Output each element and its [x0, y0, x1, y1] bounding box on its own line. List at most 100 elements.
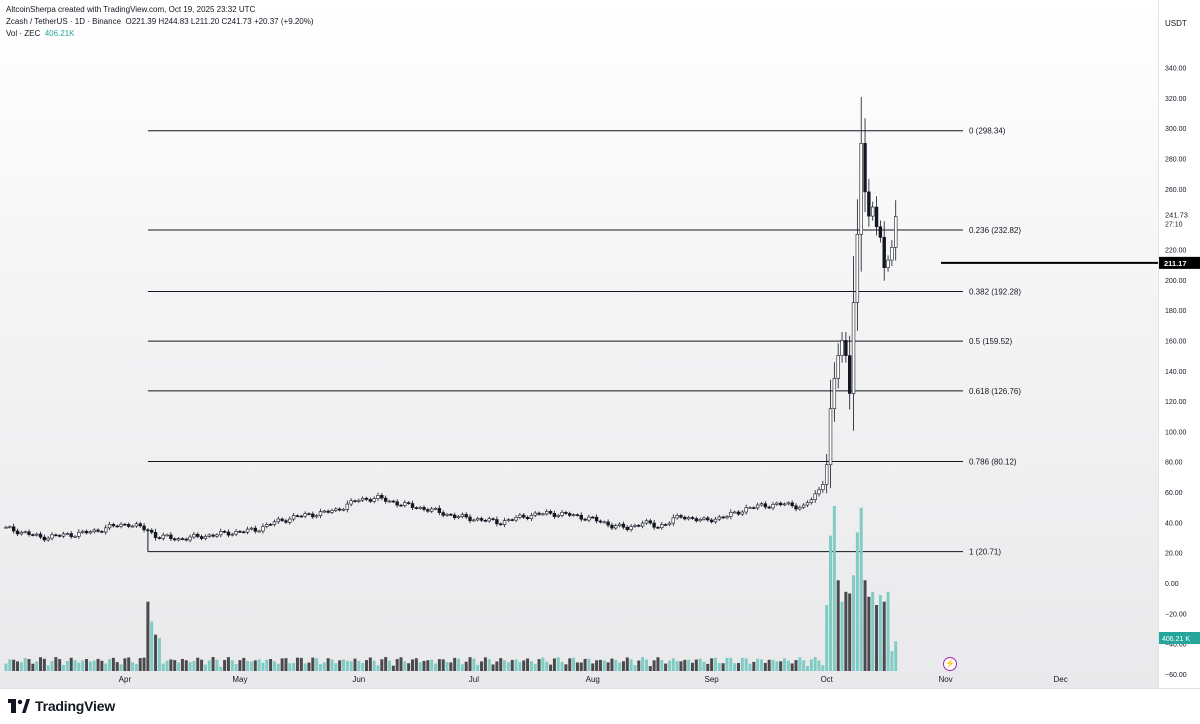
candle-up	[403, 502, 407, 506]
candle-up	[215, 534, 219, 537]
candle-up	[203, 536, 208, 539]
volume-bar	[111, 657, 115, 671]
volume-bar	[69, 657, 73, 671]
candle-up	[276, 518, 280, 523]
volume-bar	[595, 660, 599, 671]
price-tick: −40.00	[1165, 642, 1187, 649]
fib-label-3: 0.5 (159.52)	[969, 337, 1012, 346]
volume-bar	[134, 663, 138, 671]
candle-up	[775, 502, 779, 505]
candle-up	[219, 530, 223, 536]
candle-down	[844, 340, 848, 356]
candle-up	[165, 534, 169, 537]
volume-bar	[614, 659, 618, 671]
volume-bar	[445, 661, 449, 671]
candle-down	[115, 525, 119, 528]
price-tick: 280.00	[1165, 157, 1187, 164]
candle-up	[261, 526, 265, 532]
candle-up	[759, 503, 764, 506]
volume-bar	[779, 661, 783, 671]
candle-up	[334, 508, 338, 511]
symbol-label[interactable]: Zcash / TetherUS · 1D · Binance	[6, 17, 122, 26]
volume-bar	[384, 657, 388, 671]
last-price-label: 241.73	[1165, 211, 1188, 220]
candle-up	[88, 531, 93, 534]
volume-bar	[713, 657, 717, 671]
candle-down	[15, 530, 20, 535]
price-chart-svg[interactable]: 0 (298.34) 0.236 (232.82) 0.382 (192.28) 0.…	[0, 0, 1158, 688]
candle-down	[778, 502, 783, 506]
candle-down	[468, 516, 472, 522]
candle-up	[460, 514, 465, 517]
volume-bar	[733, 663, 737, 671]
volume-bar	[821, 665, 825, 671]
open-value: 221.39	[131, 17, 157, 26]
volume-bar	[675, 661, 679, 671]
candle-down	[721, 516, 725, 519]
volume-bar	[441, 659, 445, 671]
candle-down	[794, 505, 798, 510]
candle-up	[817, 489, 821, 495]
price-tick: 260.00	[1165, 187, 1187, 194]
month-label-dec: Dec	[1054, 675, 1068, 684]
candle-down	[284, 520, 288, 523]
volume-bar	[161, 663, 165, 671]
volume-bar	[345, 660, 349, 671]
volume-bar	[411, 659, 415, 671]
lightning-icon[interactable]: ⚡	[943, 657, 957, 671]
candle-up	[809, 499, 814, 503]
chart-area[interactable]: 0 (298.34) 0.236 (232.82) 0.382 (192.28) 0.…	[0, 0, 1158, 688]
volume-bar	[572, 657, 576, 671]
volume-bar	[196, 657, 200, 671]
volume-bar	[541, 657, 545, 671]
candle-down	[594, 516, 599, 522]
candle-up	[894, 216, 898, 248]
volume-bar	[138, 658, 142, 671]
candle-down	[847, 355, 852, 394]
price-tick: 100.00	[1165, 429, 1187, 436]
candle-up	[376, 495, 380, 499]
candle-up	[50, 534, 54, 539]
ohlc-row: Zcash / TetherUS · 1D · Binance O221.39 …	[6, 16, 314, 28]
volume-bar	[771, 659, 775, 671]
volume-bar	[92, 660, 96, 671]
volume-bar	[526, 658, 530, 671]
volume-bar	[648, 666, 652, 671]
volume-bar	[35, 661, 39, 671]
volume-bar	[127, 657, 131, 671]
volume-label[interactable]: Vol · ZEC	[6, 29, 41, 38]
candle-up	[660, 524, 664, 528]
candle-up	[886, 259, 890, 268]
volume-bar	[430, 659, 434, 671]
price-tick: 220.00	[1165, 247, 1187, 254]
close-value: 241.73	[227, 17, 252, 26]
volume-bar	[706, 663, 710, 671]
candle-up	[456, 516, 461, 519]
volume-bar	[192, 661, 196, 671]
author-line: AltcoinSherpa created with TradingView.c…	[6, 5, 256, 14]
volume-bar	[656, 657, 660, 671]
candle-up	[418, 507, 422, 509]
tradingview-logo[interactable]: TradingView	[8, 698, 115, 714]
brand-name: TradingView	[35, 698, 116, 714]
volume-bar	[886, 591, 890, 671]
volume-bar	[453, 657, 457, 671]
tradingview-logo-icon	[8, 699, 30, 713]
candle-up	[560, 512, 564, 516]
candle-down	[583, 518, 587, 521]
candle-up	[34, 533, 39, 536]
volume-bar	[434, 663, 438, 671]
candle-up	[801, 504, 806, 508]
candle-down	[690, 517, 695, 519]
volume-bar	[840, 601, 844, 671]
candle-up	[92, 529, 96, 533]
candle-up	[813, 493, 817, 501]
volume-bar	[568, 658, 572, 671]
volume-bar	[261, 662, 265, 671]
candle-up	[176, 538, 181, 541]
price-axis[interactable]: USDT340.00320.00300.00280.00260.00240.00…	[1158, 0, 1200, 688]
volume-bar	[146, 601, 150, 671]
month-label-jun: Jun	[352, 675, 365, 684]
candle-up	[318, 511, 323, 516]
volume-bar	[694, 659, 698, 671]
